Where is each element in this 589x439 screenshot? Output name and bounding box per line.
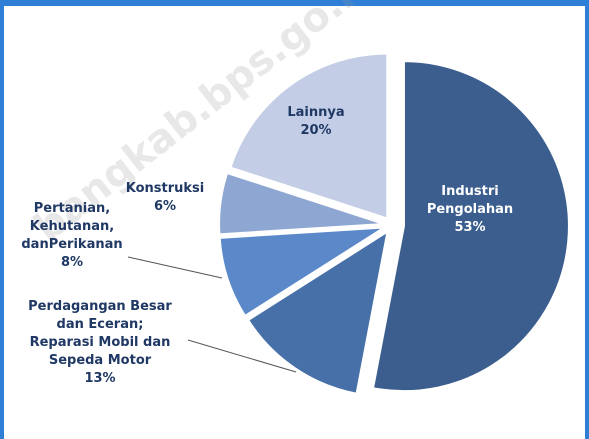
- category-label: Konstruksi: [125, 181, 205, 196]
- pie-slice: [218, 171, 385, 236]
- pie-slice: [371, 60, 570, 393]
- category-label: Lainnya: [287, 105, 345, 120]
- slice-label: Pertanian, Kehutanan, danPerikanan 8%: [12, 200, 132, 272]
- leader-line: [187, 339, 297, 373]
- leader-line: [127, 256, 223, 279]
- value-label: 6%: [153, 199, 177, 214]
- slice-label: Perdagangan Besar dan Eceran; Reparasi M…: [25, 298, 175, 388]
- slice-label: Konstruksi 6%: [115, 180, 215, 216]
- value-label: 13%: [84, 371, 116, 386]
- category-label: Perdagangan Besar dan Eceran; Reparasi M…: [28, 299, 172, 368]
- slice-label: Lainnya 20%: [266, 104, 366, 140]
- value-label: 53%: [454, 220, 486, 235]
- category-label: Pertanian, Kehutanan, danPerikanan: [21, 201, 123, 252]
- pie-slice: [246, 229, 389, 395]
- value-label: 8%: [60, 255, 84, 270]
- pie-slice: [229, 52, 389, 220]
- pie-slice: [218, 226, 385, 318]
- slice-label: Industri Pengolahan 53%: [410, 183, 530, 237]
- value-label: 20%: [300, 123, 332, 138]
- category-label: Industri Pengolahan: [426, 184, 514, 217]
